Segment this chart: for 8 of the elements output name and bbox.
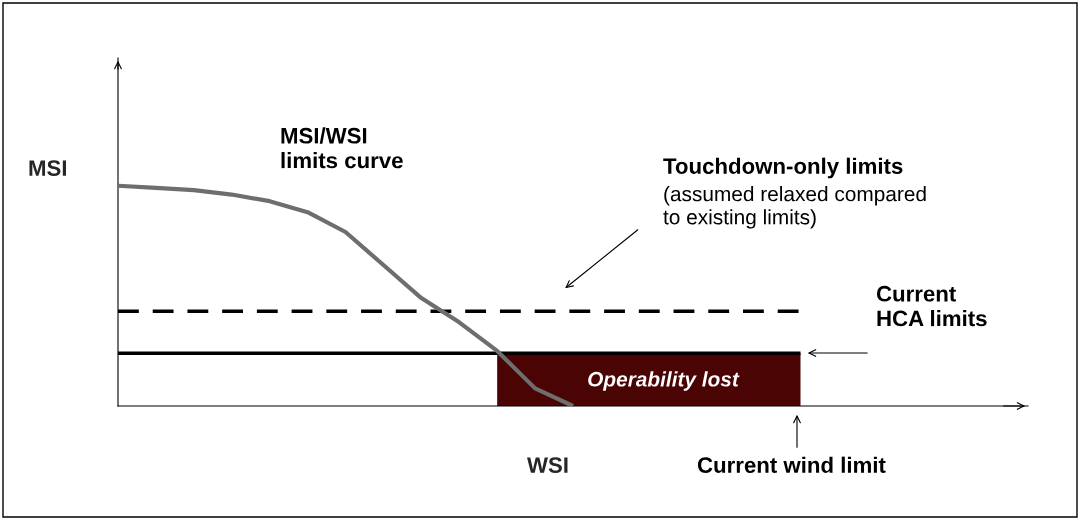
text: Touchdown-only limits [663,157,903,179]
text: Current wind limit [697,456,886,473]
y-axis-title: MSI [29,160,67,176]
annotation: (assumed relaxed compared to existing limits) [663,186,926,229]
annotation: Current HCA limits [876,285,987,327]
x-axis-title: WSI [527,457,568,473]
annotation: Operability lost [588,371,740,391]
text: MSI/WSI limits curve [281,127,403,169]
